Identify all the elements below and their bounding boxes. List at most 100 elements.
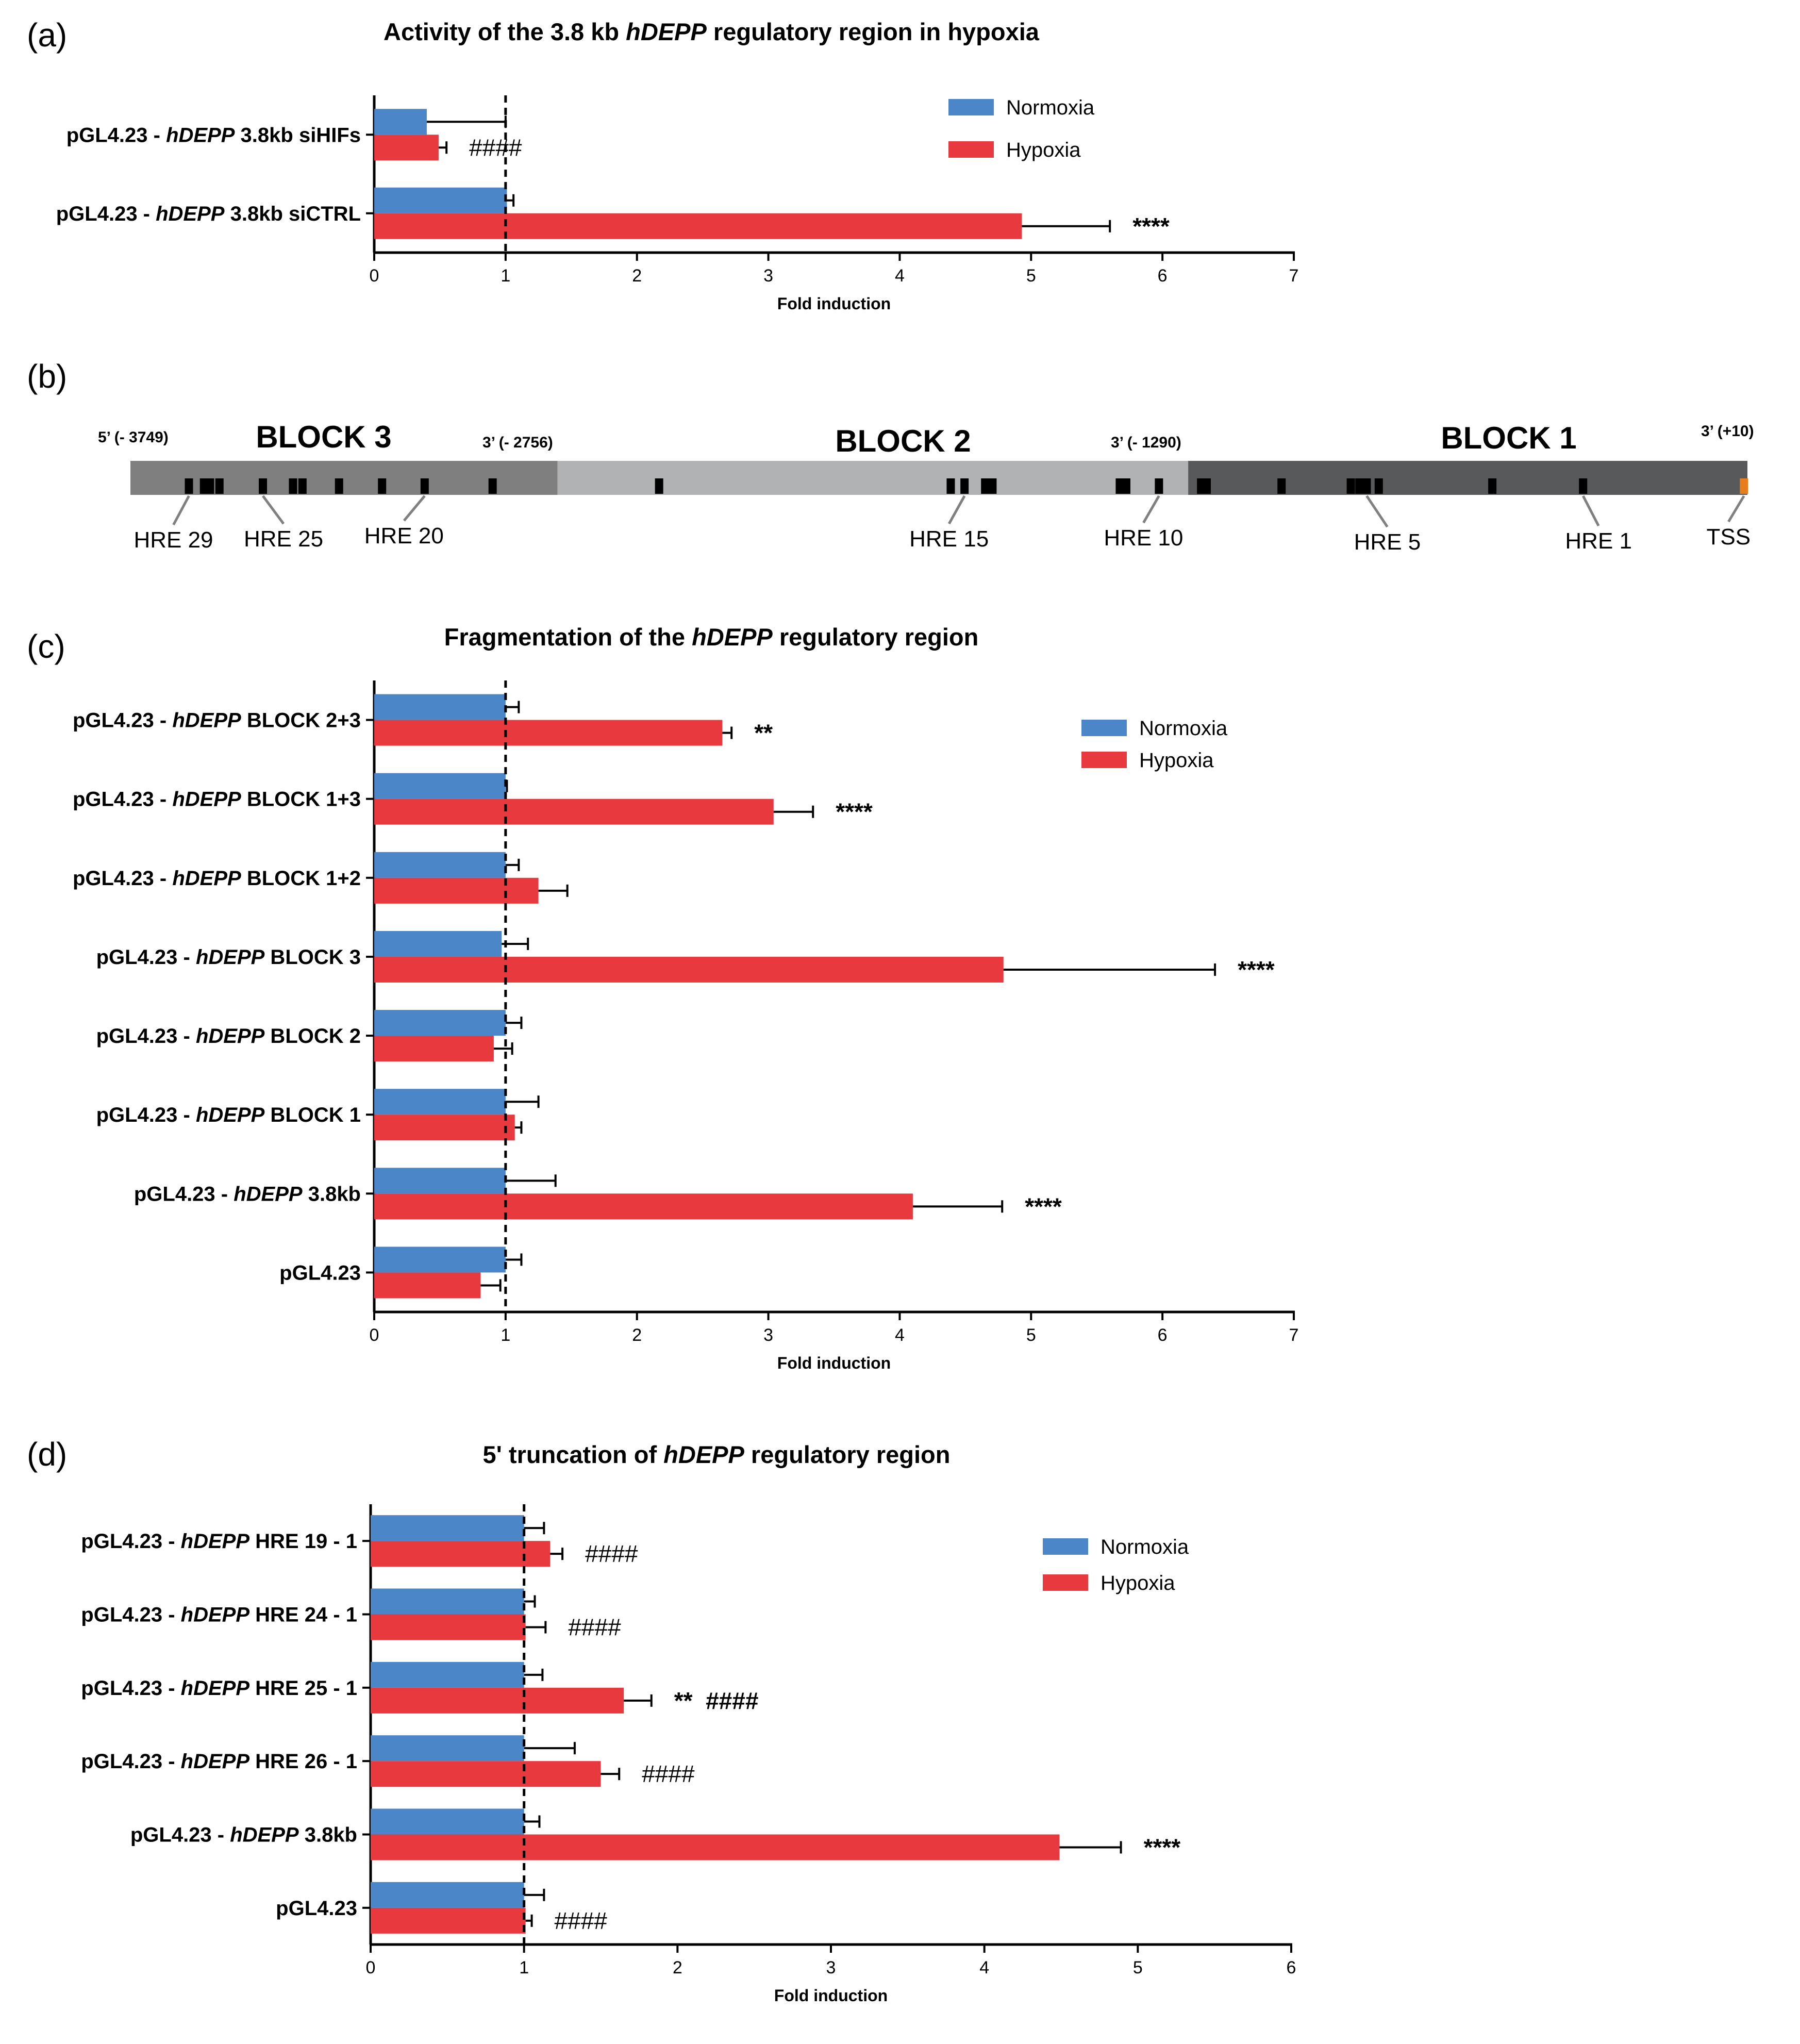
bar-hypoxia [371,1614,526,1640]
significance-label: **** [836,799,873,825]
callout-line [403,495,426,522]
category-label: pGL4.23 - hDEPP BLOCK 2 [96,1025,361,1048]
callout-label: TSS [1707,524,1751,550]
chart-title-d-part: 5' truncation of [483,1441,664,1468]
legend-label-normoxia: Normoxia [1139,717,1228,740]
callout-label: HRE 10 [1104,525,1183,551]
panel-b: (b) BLOCK 3 BLOCK 2 BLOCK 1 5’ (- 3749) 3’ (-… [27,358,1754,555]
bar-hypoxia [374,213,1022,239]
category-label: pGL4.23 [279,1261,361,1284]
category-label-part: pGL4.23 - [73,788,172,811]
panel-label-d: (d) [27,1436,67,1473]
legend-label-hypoxia: Hypoxia [1139,749,1214,772]
x-tick-label: 3 [763,266,773,286]
category-label-part: hDEPP [230,1824,299,1847]
hre-mark [988,478,997,494]
panel-label-a: (a) [27,16,67,54]
chart-title-d-part: hDEPP [663,1441,744,1468]
hre-mark [1488,478,1497,494]
chart-title-c-part: Fragmentation of the [444,623,692,651]
x-axis-label: Fold induction [777,1354,891,1372]
category-label-part: hDEPP [166,124,235,146]
hre-mark [1277,478,1286,494]
callout-label: HRE 20 [364,523,444,549]
bar-normoxia [374,1010,506,1036]
category-label: pGL4.23 - hDEPP 3.8kb siCTRL [56,203,361,225]
hre-mark [378,478,387,494]
bar-normoxia [374,773,506,799]
significance-label: #### [585,1540,638,1567]
category-label: pGL4.23 - hDEPP BLOCK 1+2 [73,867,361,890]
panel-label-c: (c) [27,628,65,665]
bar-normoxia [371,1588,524,1615]
chart-title-a-part: regulatory region in hypoxia [707,18,1040,45]
bar-normoxia [374,187,507,213]
hre-mark [1362,478,1371,494]
bar-hypoxia [374,956,1004,983]
hre-mark [1355,478,1364,494]
category-label-part: BLOCK 3 [264,946,361,969]
bar-hypoxia [374,720,723,746]
bar-normoxia [374,1168,506,1194]
category-label-part: hDEPP [172,788,241,811]
category-label-part: 3.8kb siCTRL [224,203,361,225]
block-1 [1188,461,1747,495]
x-tick-label: 3 [826,1958,836,1977]
category-label: pGL4.23 - hDEPP 3.8kb siHIFs [66,124,361,146]
bar-hypoxia [374,1193,913,1220]
legend-swatch-hypoxia [1043,1574,1088,1591]
hre-mark [1374,478,1383,494]
x-tick-label: 6 [1158,1325,1168,1345]
bar-hypoxia [374,135,439,161]
bar-hypoxia [374,1036,494,1062]
bar-hypoxia [374,1115,515,1141]
category-label-part: hDEPP [156,203,225,225]
category-label-part: pGL4.23 - [96,946,196,969]
x-axis-label: Fold induction [777,294,891,313]
x-tick-label: 1 [501,266,510,286]
x-tick-label: 6 [1158,266,1168,286]
block-2-end-label: 3’ (- 1290) [1111,434,1181,451]
hre-mark [1579,478,1588,494]
category-label-part: pGL4.23 - [81,1530,180,1553]
callout-label: HRE 25 [244,526,323,552]
bar-normoxia [374,852,506,878]
x-tick-label: 4 [895,1325,905,1345]
x-tick-label: 5 [1026,266,1036,286]
callout-label: HRE 29 [134,527,213,553]
bar-hypoxia [371,1761,601,1787]
legend-label-hypoxia: Hypoxia [1101,1572,1175,1594]
hre-mark [1202,478,1211,494]
category-label-part: HRE 25 - 1 [249,1677,357,1700]
category-label-part: pGL4.23 - [73,867,172,890]
chart-title-a: Activity of the 3.8 kb hDEPP regulatory … [384,18,1040,45]
chart-title-c-part: regulatory region [773,623,979,651]
category-label: pGL4.23 - hDEPP 3.8kb [134,1183,361,1205]
callout-line [172,495,190,526]
hre-mark [289,478,297,494]
significance-label: ** [754,720,773,746]
category-label-part: hDEPP [196,1104,265,1126]
block-3-end-label: 3’ (- 2756) [482,434,553,451]
legend-swatch-normoxia [1043,1538,1088,1555]
significance-label: #### [555,1907,608,1934]
start-coordinate-label: 5’ (- 3749) [98,429,169,446]
hre-mark [215,478,224,494]
category-label-part: pGL4.23 - [73,709,172,732]
category-label-part: BLOCK 2 [264,1025,361,1048]
significance-label: **** [1144,1834,1181,1861]
callout-line [1727,495,1745,523]
chart-title-a-part: Activity of the 3.8 kb [384,18,626,45]
bar-normoxia [374,1247,506,1273]
callout-line [1365,495,1389,528]
category-label: pGL4.23 - hDEPP 3.8kb [130,1824,357,1847]
category-label-part: 3.8kb siHIFs [235,124,361,146]
bar-normoxia [371,1808,524,1835]
x-tick-label: 3 [763,1325,773,1345]
category-label-part: pGL4.23 [276,1897,357,1920]
category-label: pGL4.23 - hDEPP HRE 24 - 1 [81,1604,357,1626]
category-label-part: hDEPP [181,1750,250,1773]
legend-label-normoxia: Normoxia [1006,96,1095,119]
